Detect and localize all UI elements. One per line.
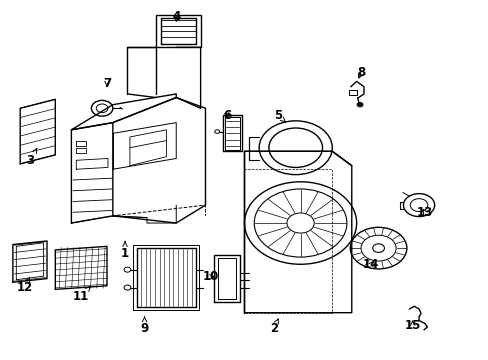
Text: 14: 14 bbox=[363, 258, 379, 271]
Text: 1: 1 bbox=[121, 242, 129, 260]
Text: 7: 7 bbox=[102, 77, 111, 90]
Text: 13: 13 bbox=[416, 206, 432, 219]
Text: 15: 15 bbox=[404, 319, 420, 332]
Text: 12: 12 bbox=[17, 278, 33, 294]
Text: 4: 4 bbox=[172, 10, 180, 23]
Text: 9: 9 bbox=[140, 317, 148, 335]
Text: 2: 2 bbox=[269, 319, 278, 335]
Text: 5: 5 bbox=[274, 109, 285, 122]
Text: 3: 3 bbox=[26, 148, 37, 167]
Text: 11: 11 bbox=[73, 287, 90, 303]
Text: 8: 8 bbox=[357, 66, 365, 79]
Text: 10: 10 bbox=[202, 270, 218, 283]
Text: 6: 6 bbox=[223, 109, 231, 122]
Circle shape bbox=[356, 103, 362, 107]
